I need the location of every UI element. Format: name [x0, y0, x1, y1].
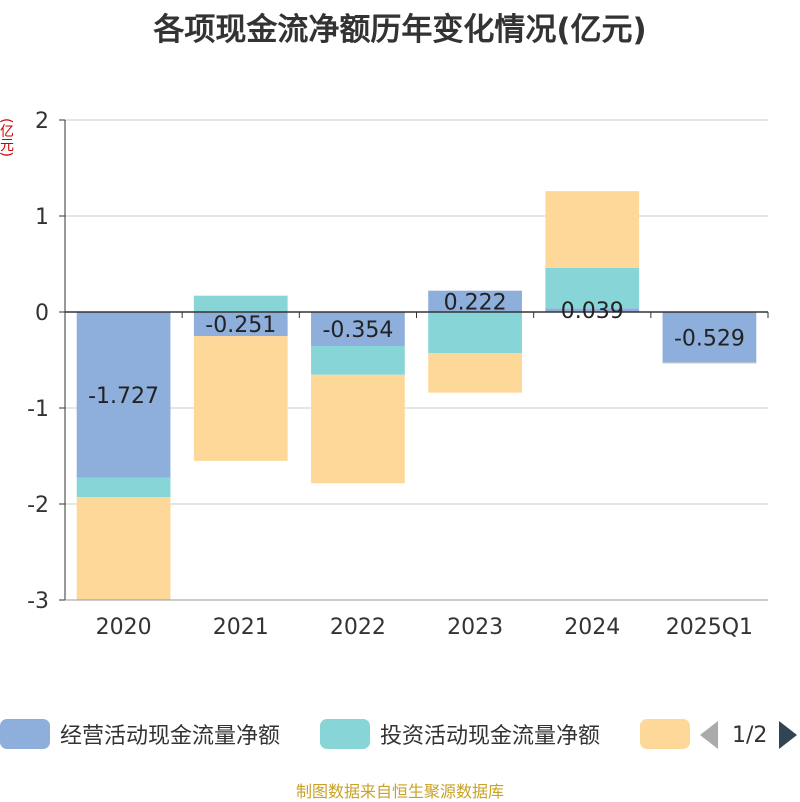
- x-tick-label: 2023: [447, 615, 503, 640]
- data-label: 0.039: [561, 299, 624, 324]
- x-tick-label: 2024: [564, 615, 620, 640]
- bar-segment: [428, 353, 522, 393]
- legend-swatch: [640, 719, 690, 749]
- chart-title: 各项现金流净额历年变化情况(亿元): [153, 12, 647, 48]
- data-source-note: 制图数据来自恒生聚源数据库: [295, 782, 504, 801]
- bar-segment: [193, 312, 288, 337]
- x-tick-label: 2022: [330, 615, 386, 640]
- bar-segment: [76, 496, 171, 600]
- bar-segment: [428, 312, 522, 354]
- bar-segment: [662, 312, 757, 363]
- bar-segment: [311, 374, 405, 484]
- data-label: -0.354: [322, 318, 393, 343]
- bar-segment: [545, 267, 640, 309]
- y-axis-unit: (亿元): [0, 118, 14, 157]
- legend-item-operating[interactable]: 经营活动现金流量净额: [0, 716, 280, 752]
- y-tick-label: -2: [27, 493, 49, 518]
- legend-label: 经营活动现金流量净额: [60, 724, 281, 749]
- y-tick-label: 0: [35, 301, 49, 326]
- next-page-icon[interactable]: [779, 721, 798, 749]
- y-tick-label: -1: [27, 397, 49, 422]
- y-tick-label: 1: [35, 205, 49, 230]
- bar-segment: [76, 312, 171, 478]
- legend-item-financing[interactable]: [640, 716, 700, 752]
- legend-page-indicator: 1/2: [732, 722, 768, 748]
- bar-segment: [545, 191, 640, 268]
- x-tick-label: 2025Q1: [666, 615, 753, 640]
- x-tick-label: 2021: [213, 615, 269, 640]
- y-tick-label: -3: [27, 589, 49, 614]
- legend: 经营活动现金流量净额 投资活动现金流量净额 1/2: [0, 716, 800, 756]
- data-label: -1.727: [88, 384, 159, 409]
- legend-swatch: [0, 719, 50, 749]
- axes: 2 1 0 -1 -2 -3 2020 2021 2022 2023 2024 2025Q1: [27, 109, 769, 640]
- legend-swatch: [320, 719, 370, 749]
- bar-segment: [428, 290, 522, 312]
- data-labels: -1.727 -0.251 -0.354 0.222 0.039 -0.529: [88, 290, 745, 409]
- bar-segment: [193, 336, 288, 461]
- bar-segment: [545, 308, 640, 312]
- bar-segment: [76, 477, 171, 497]
- x-tick-label: 2020: [96, 615, 152, 640]
- legend-label: 投资活动现金流量净额: [380, 724, 601, 749]
- bar-segment: [193, 295, 288, 312]
- data-label: 0.222: [444, 290, 507, 315]
- y-tick-label: 2: [35, 109, 49, 134]
- bar-segment: [311, 345, 405, 375]
- legend-pager: 1/2: [700, 720, 798, 750]
- bar-segment: [662, 362, 757, 364]
- legend-item-investing[interactable]: 投资活动现金流量净额: [320, 716, 600, 752]
- data-label: -0.251: [205, 313, 276, 338]
- prev-page-icon[interactable]: [700, 721, 718, 749]
- bar-segment: [311, 312, 405, 346]
- data-label: -0.529: [674, 326, 745, 351]
- bars: [76, 191, 757, 600]
